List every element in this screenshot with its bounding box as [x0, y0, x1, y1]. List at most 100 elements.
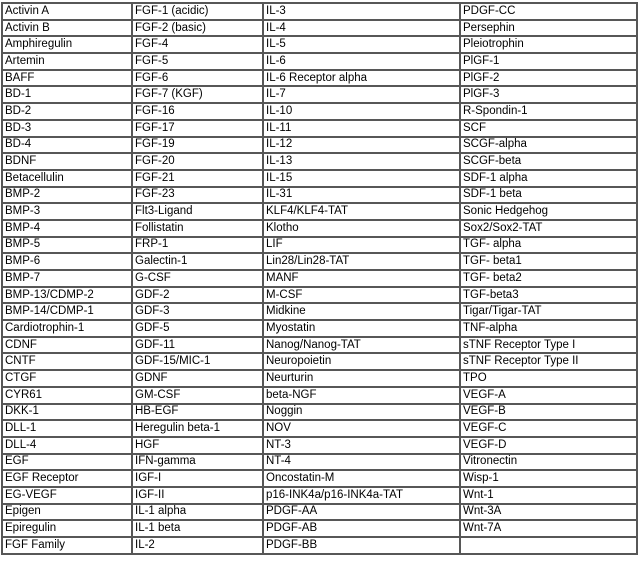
table-row: EG-VEGF IGF-II p16-INK4a/p16-INK4a-TAT Wnt-…	[2, 486, 637, 504]
table-cell: NT-4	[263, 453, 460, 471]
table-cell: IGF-I	[132, 470, 263, 487]
table-cell: CNTF	[2, 353, 132, 371]
table-cell: EGF	[2, 453, 132, 471]
table-cell: IL-13	[263, 153, 460, 170]
table-cell: PDGF-AA	[263, 503, 460, 521]
table-cell: IGF-II	[132, 486, 263, 504]
table-cell: BMP-13/CDMP-2	[2, 286, 132, 304]
table-cell: Betacellulin	[2, 169, 132, 187]
table-cell: FGF-20	[132, 153, 263, 170]
table-cell: TGF-beta3	[460, 286, 637, 304]
table-row: BMP-5 FRP-1 LIF TGF- alpha	[2, 236, 637, 254]
table-cell: Flt3-Ligand	[132, 203, 263, 220]
table-row: Betacellulin FGF-21 IL-15 SDF-1 alpha	[2, 169, 637, 187]
table-row: Cardiotrophin-1 GDF-5 Myostatin TNF-alpha	[2, 320, 637, 337]
table-cell: PDGF-AB	[263, 520, 460, 537]
table-cell: FGF-4	[132, 36, 263, 54]
table-cell: IL-1 alpha	[132, 503, 263, 521]
table-cell: Sox2/Sox2-TAT	[460, 219, 637, 237]
table-row: EGF Receptor IGF-I Oncostatin-M Wisp-1	[2, 470, 637, 487]
table-row: CYR61 GM-CSF beta-NGF VEGF-A	[2, 386, 637, 404]
table-cell: PlGF-1	[460, 53, 637, 70]
table-cell: Tigar/Tigar-TAT	[460, 303, 637, 321]
table-cell: Galectin-1	[132, 253, 263, 270]
table-cell: TGF- alpha	[460, 236, 637, 254]
table-cell: FGF-23	[132, 186, 263, 204]
table-cell: Vitronectin	[460, 453, 637, 471]
table-cell: R-Spondin-1	[460, 103, 637, 120]
table-cell: Pleiotrophin	[460, 36, 637, 54]
table-cell: TGF- beta1	[460, 253, 637, 270]
table-cell: BMP-3	[2, 203, 132, 220]
table-cell: GM-CSF	[132, 386, 263, 404]
table-cell: Cardiotrophin-1	[2, 320, 132, 337]
table-cell: Myostatin	[263, 320, 460, 337]
table-row: DLL-1 Heregulin beta-1 NOV VEGF-C	[2, 420, 637, 437]
table-cell: EGF Receptor	[2, 470, 132, 487]
table-cell: TGF- beta2	[460, 270, 637, 287]
table-cell: IL-6	[263, 53, 460, 70]
table-cell: BMP-5	[2, 236, 132, 254]
table-cell: Nanog/Nanog-TAT	[263, 336, 460, 354]
table-cell: sTNF Receptor Type II	[460, 353, 637, 371]
table-cell: IL-7	[263, 86, 460, 104]
table-cell: SCGF-alpha	[460, 136, 637, 154]
table-cell: IL-4	[263, 19, 460, 37]
table-cell: PlGF-2	[460, 69, 637, 87]
table-cell: CYR61	[2, 386, 132, 404]
table-row: Artemin FGF-5 IL-6 PlGF-1	[2, 53, 637, 70]
table-row: BMP-14/CDMP-1 GDF-3 Midkine Tigar/Tigar-TAT	[2, 303, 637, 321]
table-cell: Epigen	[2, 503, 132, 521]
table-cell: BD-3	[2, 119, 132, 137]
table-cell: CTGF	[2, 370, 132, 387]
table-cell: Wnt-1	[460, 486, 637, 504]
table-cell: FGF-21	[132, 169, 263, 187]
table-cell: Wisp-1	[460, 470, 637, 487]
table-cell: Artemin	[2, 53, 132, 70]
table-cell: BD-2	[2, 103, 132, 120]
table-row: BMP-4 Follistatin Klotho Sox2/Sox2-TAT	[2, 219, 637, 237]
table-cell: FGF-1 (acidic)	[132, 3, 263, 20]
table-cell: FGF-19	[132, 136, 263, 154]
table-cell: VEGF-B	[460, 403, 637, 421]
table-cell: IL-15	[263, 169, 460, 187]
table-cell: SDF-1 beta	[460, 186, 637, 204]
table-cell: Klotho	[263, 219, 460, 237]
table-cell: LIF	[263, 236, 460, 254]
table-cell: Sonic Hedgehog	[460, 203, 637, 220]
table-cell: BAFF	[2, 69, 132, 87]
table-cell-empty	[460, 537, 637, 554]
table-cell: DLL-1	[2, 420, 132, 437]
table-cell: VEGF-C	[460, 420, 637, 437]
table-cell: BMP-7	[2, 270, 132, 287]
table-cell: BMP-14/CDMP-1	[2, 303, 132, 321]
table-cell: HGF	[132, 436, 263, 454]
table-cell: IL-10	[263, 103, 460, 120]
table-cell: VEGF-A	[460, 386, 637, 404]
table-row: BMP-7 G-CSF MANF TGF- beta2	[2, 270, 637, 287]
table-cell: Neurturin	[263, 370, 460, 387]
table-cell: DKK-1	[2, 403, 132, 421]
table-cell: IL-5	[263, 36, 460, 54]
table-cell: TPO	[460, 370, 637, 387]
table-cell: GDF-2	[132, 286, 263, 304]
table-cell: Wnt-7A	[460, 520, 637, 537]
table-cell: TNF-alpha	[460, 320, 637, 337]
table-cell: PDGF-CC	[460, 3, 637, 20]
table-cell: FRP-1	[132, 236, 263, 254]
table-cell: FGF-16	[132, 103, 263, 120]
table-cell: Neuropoietin	[263, 353, 460, 371]
table-cell: BMP-4	[2, 219, 132, 237]
table-cell: Persephin	[460, 19, 637, 37]
table-row: Activin A FGF-1 (acidic) IL-3 PDGF-CC	[2, 3, 637, 20]
table-cell: BD-4	[2, 136, 132, 154]
table-cell: DLL-4	[2, 436, 132, 454]
table-row: Activin B FGF-2 (basic) IL-4 Persephin	[2, 19, 637, 37]
table-row: BMP-13/CDMP-2 GDF-2 M-CSF TGF-beta3	[2, 286, 637, 304]
table-cell: FGF-7 (KGF)	[132, 86, 263, 104]
table-row: DKK-1 HB-EGF Noggin VEGF-B	[2, 403, 637, 421]
table-cell: IL-31	[263, 186, 460, 204]
table-row: FGF Family IL-2 PDGF-BB	[2, 537, 637, 554]
